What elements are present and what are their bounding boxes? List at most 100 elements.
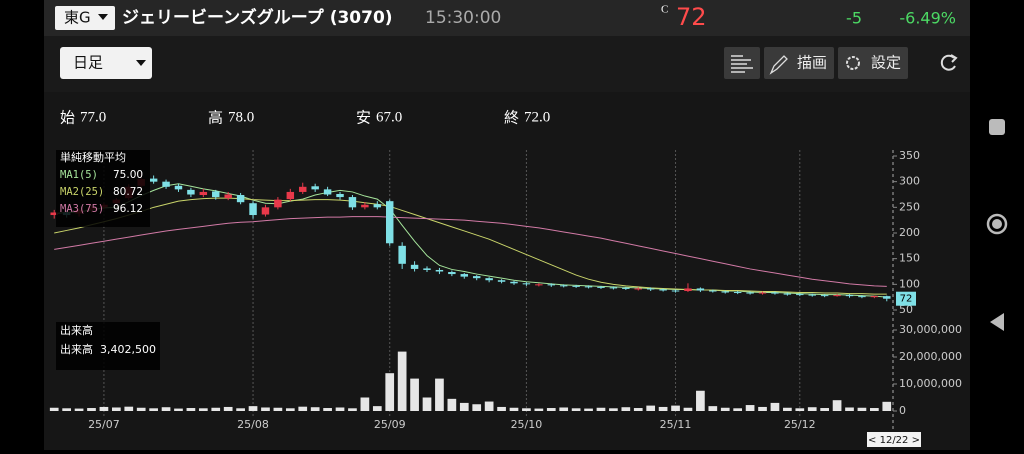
volume-bar [484,401,494,411]
nav-recent[interactable] [989,119,1005,135]
volume-bar [62,408,71,411]
candle-body [323,189,332,195]
volume-bar [285,408,295,411]
candle-body [361,204,369,208]
ohlc-label: 始 [60,109,75,127]
candle-body [584,286,593,288]
candle-body [299,186,307,192]
candle-body [758,292,767,294]
candle-body [622,287,630,289]
y-tick-label: 20,000,000 [899,350,962,363]
y-tick-label: 300 [899,175,920,188]
x-tick-label: 25/08 [237,418,269,431]
legend-value: 75.00 [113,169,143,181]
nav-back[interactable] [990,313,1004,331]
settings-button[interactable] [838,47,908,79]
volume-bar [447,398,457,411]
stock-name: ジェリービーンズグループ (3070) [122,7,393,28]
ma-line [54,216,887,287]
volume-legend-box [56,322,160,370]
exchange-select[interactable] [55,6,115,30]
candle-body [771,292,779,294]
cursor-label: < 12/22 > [868,435,920,446]
volume-bar [832,400,842,411]
change-pct: -6.49% [899,9,956,28]
candle-body [559,285,568,287]
nav-home-dot [992,219,1002,229]
nav-home[interactable] [986,213,1008,235]
ohlc-value: 72.0 [524,109,550,125]
volume-bar [459,402,469,411]
ohlc-value: 67.0 [376,109,402,125]
volume-bar [174,408,183,411]
refresh-arrow [950,54,958,63]
candle-body [522,283,531,285]
candle-body [448,272,456,275]
candle-body [199,191,208,196]
y-tick-label: 10,000,000 [899,377,962,390]
x-tick-label: 25/10 [511,418,543,431]
volume-bar [372,406,382,411]
candle-body [535,284,543,286]
candle-body [485,278,493,281]
candle-body [671,290,680,292]
price-tag [896,291,916,306]
volume-bar [621,407,631,411]
candle-body [870,296,879,298]
x-tick-label: 25/07 [88,418,120,431]
volume-bar [857,407,867,411]
legend-name: 出来高 [60,342,93,356]
candle-body [820,295,829,297]
header-bar [44,0,970,36]
candle-body [435,269,444,272]
volume-bar [385,373,395,411]
volume-bar [422,397,432,411]
cursor-box [867,432,921,447]
pencil-icon [769,55,788,75]
y-tick-label: 150 [899,252,920,265]
volume-bar [161,407,171,411]
candle-body [373,204,382,208]
legend-title: 出来高 [60,323,93,337]
legend-name: MA2(25) [60,186,104,198]
volume-bar [261,407,270,411]
volume-bar [546,408,556,411]
volume-bar [596,407,606,411]
volume-bar [360,397,370,411]
list-icon [731,55,753,73]
price: 72 [676,3,707,31]
legend-value: 3,402,500 [100,343,156,356]
ohlc-value: 77.0 [80,109,106,125]
candle-body [50,212,58,216]
x-tick-label: 25/09 [374,418,406,431]
candle-body [659,289,667,291]
candle-body [572,285,580,287]
draw-button[interactable] [764,47,834,79]
volume-bar [534,408,544,411]
volume-bar [236,408,245,411]
list-button[interactable] [724,47,760,79]
candle-body [311,186,319,190]
candle-body [286,191,295,200]
settings-label: 設定 [871,54,901,72]
volume-bar [770,402,780,411]
period-select[interactable] [60,47,152,79]
volume-bar [111,407,121,411]
candle-body [224,194,232,199]
change: -5 [846,9,862,28]
candle-body [187,189,195,195]
volume-bar [74,408,84,411]
volume-bar [323,408,332,411]
candle-body [746,292,754,294]
candle-body [423,268,431,270]
candle-body [236,195,245,203]
y-tick-label: 100 [899,277,920,290]
volume-bar [820,408,830,411]
candle-body [883,296,891,299]
refresh-icon[interactable] [940,54,956,71]
volume-bar [733,408,743,411]
volume-bar [310,407,320,411]
volume-bar [845,407,854,411]
